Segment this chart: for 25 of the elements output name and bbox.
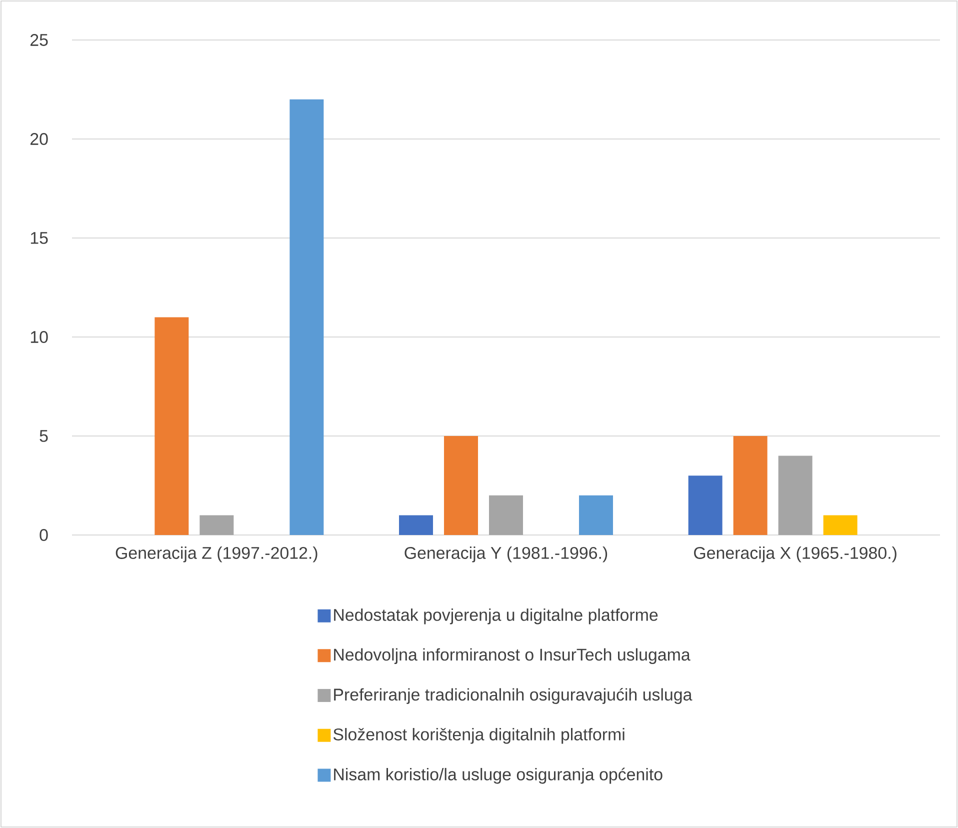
bar: [733, 436, 768, 535]
legend-label: Preferiranje tradicionalnih osiguravajućih usluga: [334, 688, 692, 704]
x-tick-label: Generacija X (1965.-1980.): [694, 546, 896, 562]
y-tick-label: 20: [30, 133, 48, 145]
bar: [444, 436, 478, 535]
bar: [154, 317, 189, 535]
y-tick-label: 0: [40, 529, 48, 541]
bar: [823, 515, 858, 535]
y-tick-label: 25: [30, 34, 48, 46]
bar: [200, 515, 234, 535]
legend-label: Nedovoljna informiranost o InsurTech uslugama: [334, 648, 690, 664]
bar: [778, 456, 812, 535]
bar: [399, 515, 434, 535]
legend-label: Složenost korištenja digitalnih platformi: [333, 728, 624, 744]
legend-label: Nedostatak povjerenja u digitalne platforme: [334, 608, 658, 624]
bar: [688, 476, 722, 535]
y-tick-label: 15: [30, 232, 48, 244]
bar: [579, 495, 614, 535]
legend-label: Nisam koristio/la usluge osiguranja općenito: [334, 768, 662, 784]
bar: [290, 99, 324, 535]
y-tick-label: 10: [30, 331, 48, 343]
y-tick-label: 5: [40, 430, 48, 442]
x-tick-label: Generacija Y (1981.-1996.): [404, 546, 608, 562]
x-tick-label: Generacija Z (1997.-2012.): [116, 546, 318, 562]
bar: [489, 495, 524, 535]
